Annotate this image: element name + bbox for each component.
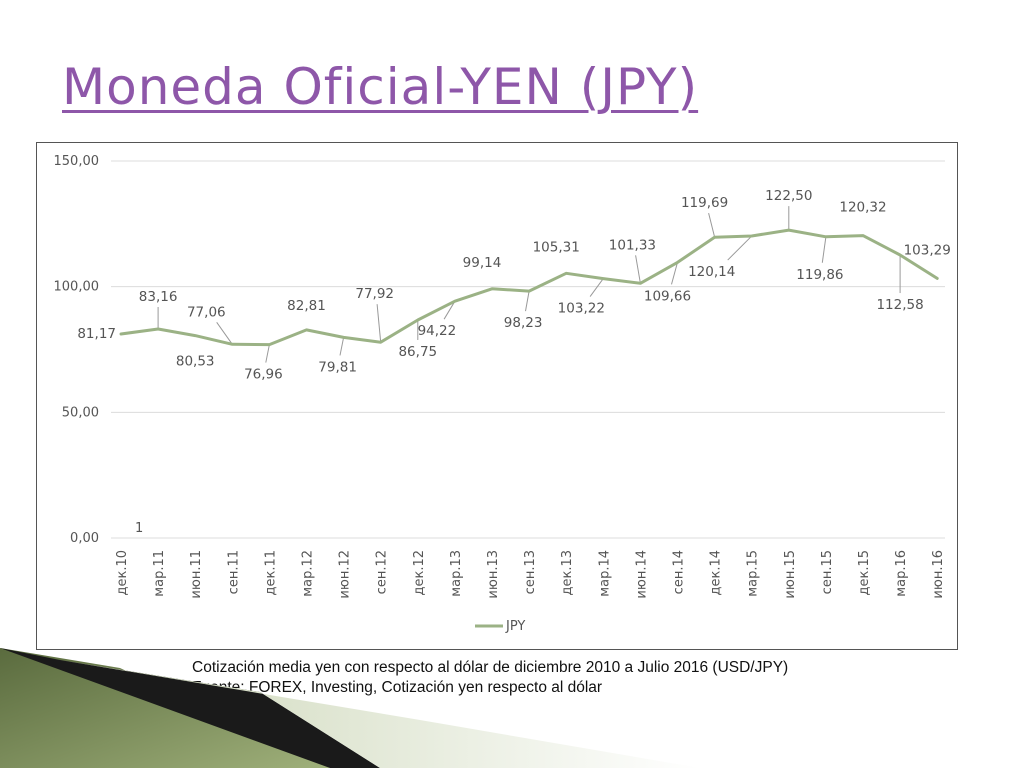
page-title: Moneda Oficial-YEN (JPY) [62,58,699,116]
data-label-leader [216,322,233,345]
x-tick-label: мар.16 [894,550,909,597]
data-label: 80,53 [176,354,215,370]
x-tick-label: сен.15 [820,550,835,594]
y-tick-label: 150,00 [54,154,100,169]
data-label-leader [727,235,753,261]
x-tick-label: мар.15 [746,550,761,597]
x-tick-label: дек.15 [857,550,872,596]
gridlines [111,160,945,539]
data-label-leader [708,213,716,238]
data-label: 112,58 [876,297,923,313]
chart-caption: Cotización media yen con respecto al dól… [192,658,788,698]
data-label: 120,14 [688,264,735,280]
x-tick-label: июн.12 [338,550,353,599]
x-tick-label: сен.13 [523,550,538,594]
chart-frame: 0,00 50,00 100,00 150,00 дек.10 мар.11 июн.11… [36,142,958,650]
legend-label-jpy: JPY [505,619,525,634]
data-label: 120,32 [839,200,886,216]
x-tick-label: июн.15 [783,550,798,599]
caption-source: Fuente: FOREX, Investing, Cotización yen… [192,679,603,696]
x-tick-label: мар.13 [449,550,464,597]
x-tick-label: июн.16 [931,550,946,599]
data-label: 76,96 [244,367,283,383]
x-tick-label: сен.11 [226,550,241,594]
legend: JPY [475,619,525,634]
data-label-leader [671,262,678,285]
data-label-leader [589,278,604,297]
x-tick-label: дек.12 [412,550,427,596]
data-label-leader [443,300,456,320]
data-label: 77,92 [355,286,394,302]
data-label: 81,17 [77,326,116,342]
data-label: 99,14 [463,255,502,271]
x-tick-label: сен.12 [375,550,390,594]
data-label: 119,86 [796,267,843,283]
data-label: 103,22 [558,301,605,317]
x-tick-label: дек.10 [115,550,130,596]
data-label-leader [265,344,270,363]
stray-label: 1 [135,521,143,536]
data-label: 122,50 [765,188,812,204]
caption-line-1: Cotización media yen con respecto al dól… [192,659,789,676]
data-label-leaders [157,206,901,363]
data-label: 105,31 [533,239,580,255]
data-label: 119,69 [681,195,728,211]
y-tick-label: 0,00 [70,531,99,546]
data-label-leader [339,337,345,356]
data-label: 86,75 [398,344,437,360]
data-label: 77,06 [187,304,226,320]
x-tick-label: сен.14 [672,550,687,594]
data-label-leader [525,291,530,312]
data-label: 101,33 [609,237,656,253]
data-label: 94,22 [418,323,457,339]
x-axis: дек.10 мар.11 июн.11 сен.11 дек.11 мар.12 июн.… [115,550,946,599]
x-tick-label: июн.14 [634,550,649,599]
x-tick-label: мар.11 [152,550,167,597]
data-label-leader [821,236,827,263]
data-label: 83,16 [139,289,178,305]
x-tick-label: мар.14 [597,550,612,597]
data-label-leader [376,304,382,343]
data-label: 82,81 [287,298,326,314]
data-label: 103,29 [904,242,951,258]
y-axis: 0,00 50,00 100,00 150,00 [54,154,100,546]
data-label: 79,81 [318,359,357,375]
x-tick-label: дек.14 [709,550,724,596]
series-line-jpy [119,228,939,347]
x-tick-label: дек.13 [560,550,575,596]
y-tick-label: 100,00 [54,280,100,295]
x-tick-label: июн.13 [486,550,501,599]
x-tick-label: мар.12 [301,550,316,597]
x-tick-label: дек.11 [263,550,278,596]
x-tick-label: июн.11 [189,550,204,599]
data-label: 109,66 [644,288,691,304]
data-label-leader [635,255,641,284]
y-tick-label: 50,00 [62,405,99,420]
line-chart: 0,00 50,00 100,00 150,00 дек.10 мар.11 июн.11… [54,154,951,634]
data-labels: 81,17 83,16 80,53 77,06 76,96 82,81 79,81 77,92… [77,188,950,382]
decorative-corner-swoosh [0,648,700,768]
data-label: 98,23 [504,315,543,331]
